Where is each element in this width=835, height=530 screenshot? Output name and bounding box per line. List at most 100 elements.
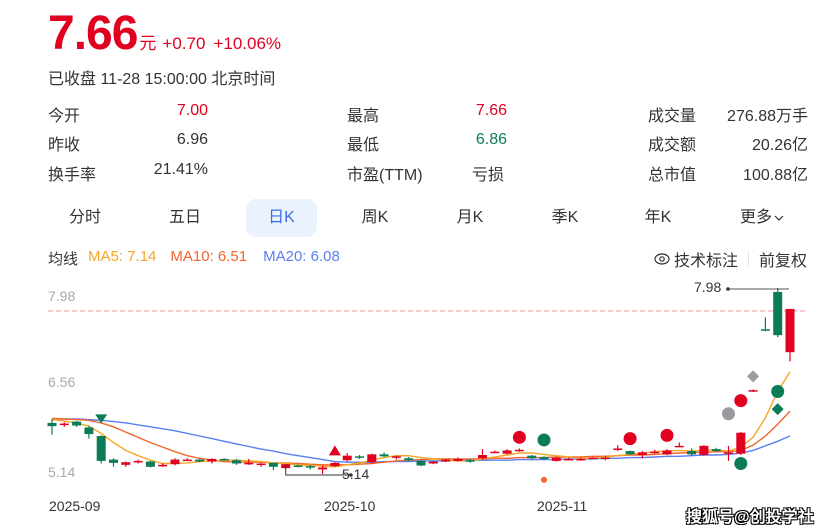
signal-circle-icon — [771, 384, 785, 398]
ma-legend: 均线 MA5: 7.14 MA10: 6.51 MA20: 6.08 — [48, 248, 340, 269]
candle-up — [490, 451, 500, 454]
ma20-value: MA20: 6.08 — [263, 248, 340, 265]
max-marker-line — [728, 288, 789, 290]
tab-yearly-k[interactable]: 年K — [644, 209, 672, 226]
signal-circle-icon — [660, 428, 674, 442]
eye-icon — [654, 253, 670, 265]
candle-down — [305, 466, 315, 468]
candle-up — [342, 455, 352, 461]
price-unit: 元 — [139, 34, 157, 53]
candle-up — [662, 450, 672, 455]
tab-intraday[interactable]: 分时 — [68, 209, 101, 226]
candle-down — [379, 454, 389, 457]
candle-up — [318, 467, 328, 470]
candle-down — [465, 460, 475, 462]
candle-down — [219, 458, 229, 461]
y-axis-label-high: 7.98 — [48, 288, 76, 304]
candle-down — [404, 458, 414, 461]
candle-up — [428, 461, 438, 464]
period-tabs: 分时 五日 日K 周K 月K 季K 年K 更多 — [30, 199, 820, 237]
candle-up — [453, 458, 463, 461]
signal-circle-icon — [734, 394, 748, 408]
chart-tools: 技术标注 前复权 — [654, 247, 807, 271]
candle-down — [109, 459, 118, 463]
tab-more[interactable]: 更多 — [727, 199, 797, 237]
ma-title: 均线 — [48, 251, 79, 268]
max-marker-dot — [726, 287, 730, 291]
candle-up — [133, 460, 143, 463]
tab-five-day[interactable]: 五日 — [168, 209, 201, 226]
signal-circle-icon — [722, 407, 735, 421]
candle-up — [601, 457, 610, 460]
adjust-mode-button[interactable]: 前复权 — [758, 253, 807, 270]
candle-up — [699, 445, 709, 456]
ma20-line — [52, 418, 791, 463]
candle-up — [330, 462, 340, 467]
candle-up — [576, 458, 586, 461]
triangle-down-icon — [95, 414, 108, 424]
candle-up — [207, 458, 217, 462]
candle-down — [72, 421, 82, 426]
tab-weekly-k[interactable]: 周K — [361, 209, 389, 226]
candle-up — [564, 458, 574, 461]
candle-up — [478, 455, 487, 459]
signal-circle-icon — [623, 432, 637, 446]
candle-down — [687, 451, 697, 455]
candle-up — [785, 308, 795, 353]
candle-up — [650, 451, 660, 454]
candle-up — [551, 457, 561, 461]
quote-header: 7.66 元 +0.70 +10.06% — [48, 10, 281, 58]
candle-down — [625, 451, 635, 455]
candle-up — [367, 454, 377, 463]
chevron-down-icon — [774, 215, 784, 221]
diamond-icon — [747, 370, 760, 383]
candle-down — [47, 422, 57, 427]
candle-down — [539, 456, 549, 459]
candle-up — [170, 459, 180, 465]
x-axis-label-nov: 2025-11 — [537, 498, 588, 514]
candle-up — [637, 452, 647, 456]
candle-up — [182, 459, 192, 462]
candle-up — [502, 450, 512, 454]
candle-down — [527, 455, 537, 459]
tab-quarterly-k[interactable]: 季K — [551, 209, 579, 226]
candle-down — [268, 462, 278, 467]
candle-down — [416, 460, 426, 466]
signal-dot-icon — [541, 476, 547, 483]
triangle-up-icon — [328, 445, 341, 456]
candle-up — [256, 463, 266, 466]
candle-up — [748, 390, 758, 392]
candle-down — [355, 456, 364, 458]
current-price: 7.66 — [48, 7, 138, 60]
signal-circle-icon — [537, 433, 551, 447]
price-change: +0.70 — [162, 34, 206, 53]
market-status: 已收盘 11-28 15:00:00 北京时间 — [48, 71, 276, 88]
x-axis-label-sep: 2025-09 — [49, 498, 101, 514]
y-axis-label-low: 5.14 — [48, 464, 76, 480]
candle-up — [674, 445, 684, 448]
tab-monthly-k[interactable]: 月K — [456, 209, 484, 226]
x-axis-label-oct: 2025-10 — [324, 498, 376, 514]
candle-up — [391, 456, 401, 458]
min-marker-dot — [349, 473, 353, 477]
candle-up — [613, 448, 623, 450]
divider — [747, 251, 749, 267]
tech-annotation-toggle[interactable]: 技术标注 — [654, 247, 738, 271]
signal-circle-icon — [512, 430, 526, 444]
candle-up — [441, 459, 451, 462]
candle-up — [158, 464, 168, 467]
max-price-marker-label: 7.98 — [694, 279, 722, 295]
signal-circle-icon — [734, 457, 748, 471]
tab-daily-k[interactable]: 日K — [246, 199, 317, 237]
price-change-percent: +10.06% — [213, 34, 282, 53]
min-marker-line — [285, 464, 351, 476]
candle-down — [760, 329, 770, 331]
candle-up — [244, 462, 254, 465]
candle-up — [736, 432, 746, 454]
candle-up — [59, 423, 69, 426]
watermark: 搜狐号@创投学社 — [686, 509, 814, 526]
candle-down — [145, 461, 155, 467]
y-axis-label-mid: 6.56 — [48, 374, 76, 390]
candle-down — [711, 449, 721, 452]
